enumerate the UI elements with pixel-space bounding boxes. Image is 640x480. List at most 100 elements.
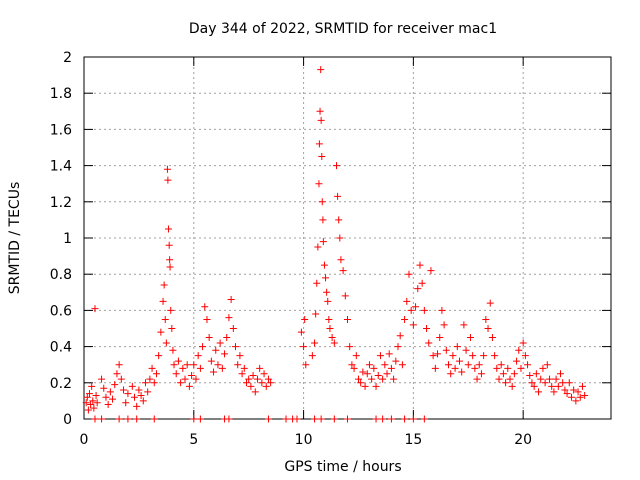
data-point	[115, 415, 123, 423]
data-point	[131, 393, 139, 401]
data-point	[442, 346, 450, 354]
data-point	[548, 382, 556, 390]
data-point	[137, 391, 145, 399]
x-tick-label: 10	[295, 432, 313, 448]
data-point	[405, 270, 413, 278]
data-point	[201, 303, 209, 311]
data-point	[330, 339, 338, 347]
data-point	[161, 315, 169, 323]
data-point	[497, 361, 505, 369]
data-point	[379, 375, 387, 383]
data-point	[183, 361, 191, 369]
data-point	[333, 162, 341, 170]
data-point	[314, 243, 322, 251]
data-point	[205, 334, 213, 342]
data-point	[387, 364, 395, 372]
data-point	[376, 352, 384, 360]
data-point	[190, 415, 198, 423]
data-point	[192, 375, 200, 383]
data-point	[318, 198, 326, 206]
data-point	[336, 234, 344, 242]
data-point	[344, 315, 351, 323]
data-point	[315, 140, 323, 148]
data-point	[431, 364, 439, 372]
data-point	[390, 375, 398, 383]
data-point	[339, 267, 347, 275]
data-point	[82, 399, 90, 407]
data-point	[225, 314, 233, 322]
data-point	[394, 343, 402, 351]
data-point	[372, 415, 380, 423]
data-point	[357, 379, 365, 387]
data-point	[354, 375, 362, 383]
x-tick-label: 15	[404, 432, 422, 448]
data-point	[423, 325, 431, 332]
data-point	[383, 370, 391, 378]
data-point	[234, 361, 242, 369]
data-point	[350, 364, 358, 372]
data-point	[245, 375, 253, 383]
data-point	[316, 107, 324, 115]
y-tick-label: 0.8	[50, 267, 72, 283]
data-point	[471, 364, 479, 372]
data-point	[436, 334, 444, 342]
data-point	[563, 390, 571, 398]
y-tick-label: 1	[63, 231, 72, 247]
data-point	[225, 415, 233, 423]
data-point	[168, 325, 176, 332]
data-point	[570, 386, 578, 394]
data-point	[311, 339, 319, 347]
data-point	[223, 334, 231, 342]
data-point	[392, 357, 400, 365]
data-point	[578, 382, 586, 390]
data-point	[416, 261, 424, 269]
data-point	[229, 325, 237, 332]
data-point	[337, 256, 345, 264]
data-point	[282, 415, 290, 423]
data-point	[166, 263, 174, 271]
data-point	[324, 297, 332, 305]
data-point	[104, 401, 112, 409]
data-point	[313, 279, 321, 287]
data-point	[210, 368, 218, 376]
data-point	[517, 364, 525, 372]
data-point	[414, 285, 422, 293]
data-point	[403, 297, 411, 305]
data-point	[381, 361, 389, 369]
data-point	[92, 391, 100, 399]
data-point	[238, 370, 246, 378]
data-point	[318, 153, 326, 161]
data-point	[401, 315, 409, 323]
chart-title: Day 344 of 2022, SRMTID for receiver mac…	[189, 21, 497, 37]
data-point	[319, 238, 327, 246]
data-point	[559, 379, 567, 387]
data-point	[242, 379, 250, 387]
data-point	[330, 415, 338, 423]
data-point	[499, 370, 507, 378]
data-point	[139, 397, 147, 405]
data-point	[572, 397, 580, 405]
data-point	[207, 357, 215, 365]
data-point	[89, 397, 97, 405]
data-point	[462, 346, 470, 354]
data-point	[346, 343, 354, 351]
data-point	[212, 346, 220, 354]
data-point	[133, 402, 141, 410]
x-tick-label: 20	[514, 432, 532, 448]
data-point	[326, 325, 334, 332]
data-point	[144, 388, 152, 396]
data-point	[365, 361, 373, 369]
data-point	[574, 388, 582, 396]
data-point	[537, 375, 545, 383]
data-point	[539, 364, 547, 372]
data-point	[85, 390, 93, 398]
data-point	[466, 334, 474, 342]
data-point	[115, 361, 123, 369]
data-point	[267, 379, 275, 387]
data-point	[221, 350, 229, 358]
data-point	[128, 382, 136, 390]
data-point	[165, 241, 173, 249]
data-point	[172, 370, 180, 378]
